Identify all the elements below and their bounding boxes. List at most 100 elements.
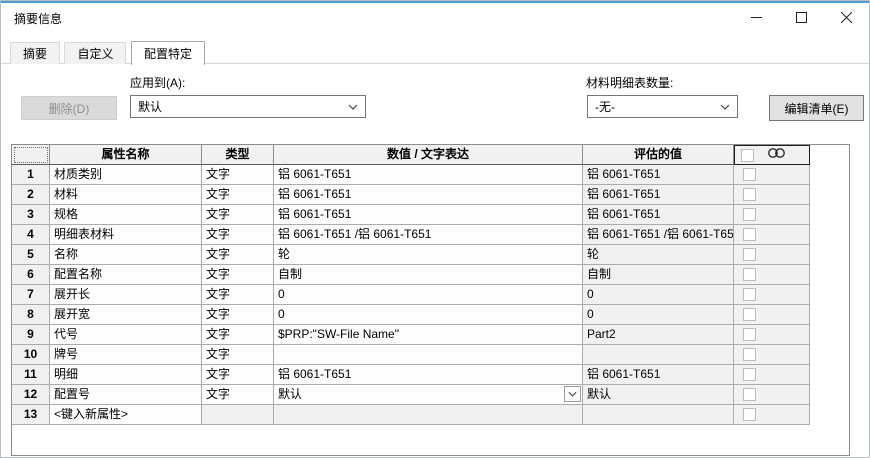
property-name-cell[interactable]: 展开长	[50, 285, 202, 305]
link-checkbox[interactable]	[743, 368, 756, 381]
evaluated-value-cell: 铝 6061-T651 /铝 6061-T651	[583, 225, 734, 245]
property-name-cell[interactable]: 规格	[50, 205, 202, 225]
tab-custom[interactable]: 自定义	[64, 42, 127, 64]
property-type-cell[interactable]: 文字	[202, 385, 274, 405]
property-value-text: 默认	[278, 387, 303, 401]
link-checkbox[interactable]	[743, 208, 756, 221]
property-name-cell[interactable]: 配置名称	[50, 265, 202, 285]
link-checkbox[interactable]	[743, 348, 756, 361]
row-number-cell[interactable]: 12	[12, 385, 50, 405]
property-value-cell[interactable]	[274, 405, 583, 425]
link-checkbox[interactable]	[743, 388, 756, 401]
link-checkbox[interactable]	[743, 308, 756, 321]
property-type-cell[interactable]: 文字	[202, 365, 274, 385]
row-number-cell[interactable]: 10	[12, 345, 50, 365]
property-type-cell[interactable]: 文字	[202, 285, 274, 305]
corner-header-cell[interactable]	[12, 145, 50, 165]
maximize-button[interactable]	[779, 5, 824, 33]
property-name-cell[interactable]: 配置号	[50, 385, 202, 405]
row-number-cell[interactable]: 6	[12, 265, 50, 285]
property-name-cell[interactable]: 代号	[50, 325, 202, 345]
column-header-type[interactable]: 类型	[202, 145, 274, 165]
tab-strip: 摘要 自定义 配置特定	[1, 41, 869, 65]
link-checkbox[interactable]	[743, 248, 756, 261]
link-checkbox[interactable]	[743, 408, 756, 421]
column-header-link[interactable]	[734, 145, 810, 165]
property-name-cell[interactable]: 材料	[50, 185, 202, 205]
property-type-cell[interactable]	[202, 405, 274, 425]
row-number-cell[interactable]: 5	[12, 245, 50, 265]
property-type-cell[interactable]: 文字	[202, 345, 274, 365]
evaluated-value-cell: 铝 6061-T651	[583, 165, 734, 185]
property-value-text: 铝 6061-T651	[278, 207, 352, 221]
link-checkbox[interactable]	[743, 268, 756, 281]
link-checkbox-cell	[734, 245, 810, 265]
property-type-cell[interactable]: 文字	[202, 245, 274, 265]
property-type-cell[interactable]: 文字	[202, 325, 274, 345]
property-value-cell[interactable]: 0	[274, 285, 583, 305]
evaluated-value-cell: 铝 6061-T651	[583, 185, 734, 205]
property-value-cell[interactable]	[274, 345, 583, 365]
link-checkbox-cell	[734, 265, 810, 285]
link-checkbox[interactable]	[743, 328, 756, 341]
tab-configuration-specific[interactable]: 配置特定	[130, 41, 205, 65]
property-value-cell[interactable]: $PRP:"SW-File Name"	[274, 325, 583, 345]
delete-button[interactable]: 删除(D)	[21, 96, 117, 120]
edit-list-button[interactable]: 编辑清单(E)	[769, 95, 864, 121]
link-checkbox[interactable]	[743, 168, 756, 181]
property-name-cell[interactable]: 材质类别	[50, 165, 202, 185]
property-name-cell[interactable]: 牌号	[50, 345, 202, 365]
tab-summary[interactable]: 摘要	[10, 42, 61, 64]
row-number-cell[interactable]: 7	[12, 285, 50, 305]
property-value-text: 自制	[278, 267, 303, 281]
row-number-cell[interactable]: 8	[12, 305, 50, 325]
property-value-cell[interactable]: 铝 6061-T651	[274, 365, 583, 385]
property-table: 属性名称 类型 数值 / 文字表达 评估的值 1 材质类别 文字铝 6061-T65…	[12, 145, 810, 425]
property-value-cell[interactable]: 轮	[274, 245, 583, 265]
link-checkbox[interactable]	[743, 188, 756, 201]
row-number-cell[interactable]: 9	[12, 325, 50, 345]
property-name-cell[interactable]: <键入新属性>	[50, 405, 202, 425]
close-icon	[840, 10, 853, 28]
link-checkbox[interactable]	[743, 228, 756, 241]
property-value-cell[interactable]: 铝 6061-T651 /铝 6061-T651	[274, 225, 583, 245]
property-name-cell[interactable]: 明细表材料	[50, 225, 202, 245]
row-number-cell[interactable]: 3	[12, 205, 50, 225]
property-type-cell[interactable]: 文字	[202, 185, 274, 205]
property-type-cell[interactable]: 文字	[202, 165, 274, 185]
link-checkbox[interactable]	[743, 288, 756, 301]
row-number-cell[interactable]: 13	[12, 405, 50, 425]
minimize-button[interactable]	[734, 5, 779, 33]
bom-quantity-dropdown[interactable]: -无-	[587, 95, 738, 118]
property-value-text: $PRP:"SW-File Name"	[278, 327, 399, 341]
property-type-cell[interactable]: 文字	[202, 305, 274, 325]
column-header-value[interactable]: 数值 / 文字表达	[274, 145, 583, 165]
maximize-icon	[796, 10, 807, 28]
property-value-cell[interactable]: 铝 6061-T651	[274, 185, 583, 205]
property-value-cell[interactable]: 铝 6061-T651	[274, 205, 583, 225]
property-name-cell[interactable]: 展开宽	[50, 305, 202, 325]
row-number-cell[interactable]: 4	[12, 225, 50, 245]
property-value-cell[interactable]: 0	[274, 305, 583, 325]
property-value-cell[interactable]: 默认	[274, 385, 583, 405]
property-value-cell[interactable]: 铝 6061-T651	[274, 165, 583, 185]
close-button[interactable]	[824, 5, 869, 33]
property-value-cell[interactable]: 自制	[274, 265, 583, 285]
row-number-cell[interactable]: 11	[12, 365, 50, 385]
link-checkbox-cell	[734, 385, 810, 405]
column-header-evaluated[interactable]: 评估的值	[583, 145, 734, 165]
link-all-checkbox[interactable]	[741, 148, 754, 162]
property-name-cell[interactable]: 名称	[50, 245, 202, 265]
link-checkbox-cell	[734, 205, 810, 225]
column-header-name[interactable]: 属性名称	[50, 145, 202, 165]
property-type-cell[interactable]: 文字	[202, 205, 274, 225]
row-number-cell[interactable]: 1	[12, 165, 50, 185]
value-dropdown-button[interactable]	[564, 386, 581, 402]
property-type-cell[interactable]: 文字	[202, 265, 274, 285]
row-number-cell[interactable]: 2	[12, 185, 50, 205]
property-name-cell[interactable]: 明细	[50, 365, 202, 385]
property-value-text: 铝 6061-T651	[278, 187, 352, 201]
window-controls	[734, 5, 869, 33]
property-type-cell[interactable]: 文字	[202, 225, 274, 245]
apply-to-dropdown[interactable]: 默认	[130, 95, 366, 118]
